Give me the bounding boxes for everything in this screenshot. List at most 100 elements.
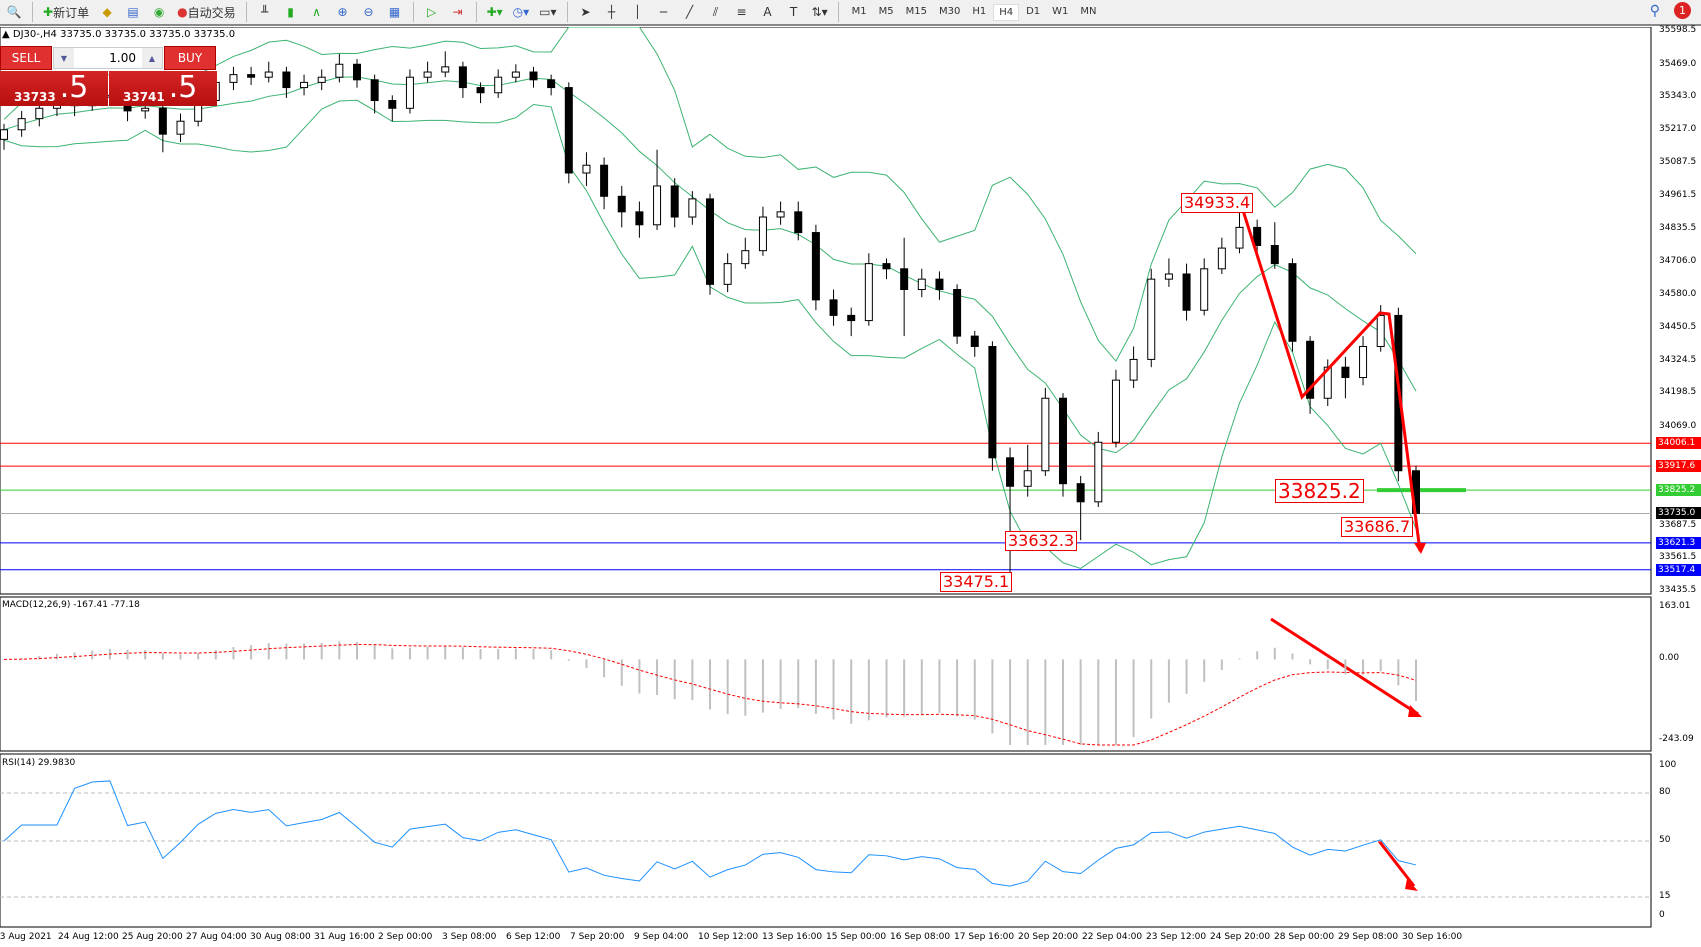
price-tick-label: 34835.5 [1659, 222, 1697, 233]
time-tick-label: 23 Sep 12:00 [1146, 932, 1207, 942]
ask-main: 33741 [123, 90, 165, 104]
candle-body [441, 66, 450, 73]
time-tick-label: 30 Sep 16:00 [1402, 932, 1463, 942]
timeframe-m15[interactable]: M15 [905, 5, 927, 17]
candle-body [264, 71, 273, 78]
candle-body [547, 79, 556, 89]
time-tick-label: 20 Sep 20:00 [1018, 932, 1079, 942]
candle-body [829, 299, 838, 316]
fibonacci-icon[interactable]: ≡ [736, 5, 747, 19]
market-watch-icon[interactable]: ▤ [127, 5, 139, 19]
candle-body [17, 118, 26, 131]
text-label-icon[interactable]: T [789, 5, 798, 19]
price-level-tag: 34006.1 [1656, 437, 1701, 450]
notification-badge[interactable]: 1 [1674, 2, 1691, 19]
time-tick-label: 31 Aug 16:00 [314, 932, 375, 942]
candle-body [353, 63, 361, 81]
arrow-head [1405, 879, 1418, 891]
price-tick-label: 34961.5 [1659, 189, 1697, 200]
timeframe-h1[interactable]: H1 [972, 5, 987, 17]
lot-size-input[interactable]: ▼ 1.00 ▲ [53, 47, 163, 69]
candle-body [141, 107, 150, 112]
autoscroll-icon[interactable]: ⇥ [452, 5, 463, 19]
crosshair-icon[interactable]: ┼ [607, 5, 616, 19]
macd-signal-line [3, 644, 1417, 746]
candle-body [458, 66, 467, 89]
candle-body [811, 232, 820, 301]
price-tick-label: 34069.0 [1659, 420, 1697, 431]
time-tick-label: 13 Sep 16:00 [762, 932, 823, 942]
bid-price[interactable]: 33733.5 [0, 71, 108, 106]
time-tick-label: 30 Aug 08:00 [250, 932, 311, 942]
auto-trading-button[interactable]: ● 自动交易 [175, 2, 238, 22]
text-icon[interactable]: A [763, 5, 772, 19]
candlestick-icon[interactable]: ▮ [287, 5, 294, 19]
timeframe-m30[interactable]: M30 [938, 5, 961, 17]
price-tick-label: 33561.5 [1659, 552, 1697, 563]
chart-canvas[interactable] [0, 27, 1701, 947]
candle-body [917, 278, 926, 291]
candle-body [1041, 397, 1050, 472]
rsi-tick-label: 0 [1659, 910, 1665, 920]
candle-body [635, 211, 644, 226]
timeframe-mn[interactable]: MN [1080, 5, 1097, 17]
lot-value[interactable]: 1.00 [109, 51, 136, 65]
sell-button[interactable]: SELL [0, 46, 52, 70]
line-chart-icon[interactable]: ∧ [312, 5, 321, 19]
bar-chart-icon[interactable]: ╨ [260, 5, 269, 19]
search-icon[interactable]: ⚲ [1649, 2, 1660, 19]
zoom-in-icon[interactable]: ⊕ [337, 5, 348, 19]
arrow-head [1408, 705, 1422, 717]
chart-shift-icon[interactable]: ▷ [426, 5, 437, 19]
candle-body [582, 164, 591, 174]
candle-body [1359, 345, 1368, 379]
signals-icon[interactable]: ◉ [153, 5, 165, 19]
divider [32, 2, 33, 22]
timeframe-m5[interactable]: M5 [878, 5, 894, 17]
templates-icon[interactable]: ▭▾ [539, 5, 557, 19]
candle-body [741, 250, 750, 265]
trendline-icon[interactable]: ╱ [685, 5, 694, 19]
price-tick-label: 34450.5 [1659, 322, 1697, 333]
metaeditor-icon[interactable]: ◆ [102, 5, 112, 19]
zoom-icon[interactable]: 🔍 [6, 5, 22, 19]
candle-body [1341, 366, 1350, 379]
cursor-icon[interactable]: ➤ [580, 5, 591, 19]
auto-trading-icon: ● [177, 5, 188, 19]
ask-price[interactable]: 33741.5 [109, 71, 217, 106]
timeframe-h4[interactable]: H4 [993, 3, 1020, 21]
rsi-tick-label: 15 [1659, 891, 1671, 901]
indicators-icon[interactable]: ✚▾ [486, 5, 503, 19]
lot-increase-icon[interactable]: ▲ [142, 48, 162, 68]
price-tick-label: 34324.5 [1659, 354, 1697, 365]
candle-body [0, 129, 8, 140]
candle-body [529, 71, 538, 81]
toolbar: 🔍 ✚ 新订单 ◆ ▤ ◉ ● 自动交易 ╨ ▮ ∧ ⊕ ⊖ ▦ ▷ ⇥ ✚▾ ◷▾… [0, 0, 1701, 26]
candle-body [1147, 278, 1156, 360]
horizontal-line-icon[interactable]: ─ [659, 5, 668, 19]
candle-body [1094, 441, 1103, 503]
tile-windows-icon[interactable]: ▦ [388, 5, 401, 19]
candle-body [476, 87, 485, 94]
periods-icon[interactable]: ◷▾ [512, 5, 530, 19]
new-order-button[interactable]: ✚ 新订单 [41, 2, 91, 22]
price-level-tag: 33517.4 [1656, 563, 1701, 576]
right-toolbar: ⚲ 1 [1650, 2, 1691, 19]
timeframe-bar: M1 M5 M15 M30 H1 H4 D1 W1 MN [847, 3, 1102, 21]
timeframe-w1[interactable]: W1 [1052, 5, 1069, 17]
candle-body [758, 216, 767, 252]
buy-button[interactable]: BUY [164, 46, 216, 70]
candle-body [953, 289, 962, 337]
candle-body [1288, 263, 1297, 342]
price-tick-label: 33687.5 [1659, 519, 1697, 530]
rsi-panel-frame [0, 753, 1652, 928]
arrows-icon[interactable]: ⇅▾ [811, 5, 828, 19]
lot-decrease-icon[interactable]: ▼ [54, 48, 74, 68]
vertical-line-icon[interactable]: │ [633, 5, 642, 19]
candle-body [405, 76, 414, 109]
timeframe-d1[interactable]: D1 [1026, 5, 1041, 17]
zoom-out-icon[interactable]: ⊖ [363, 5, 374, 19]
equidistant-channel-icon[interactable]: ⫽ [712, 4, 719, 19]
macd-tick-label: 0.00 [1659, 653, 1680, 664]
timeframe-m1[interactable]: M1 [851, 5, 867, 17]
